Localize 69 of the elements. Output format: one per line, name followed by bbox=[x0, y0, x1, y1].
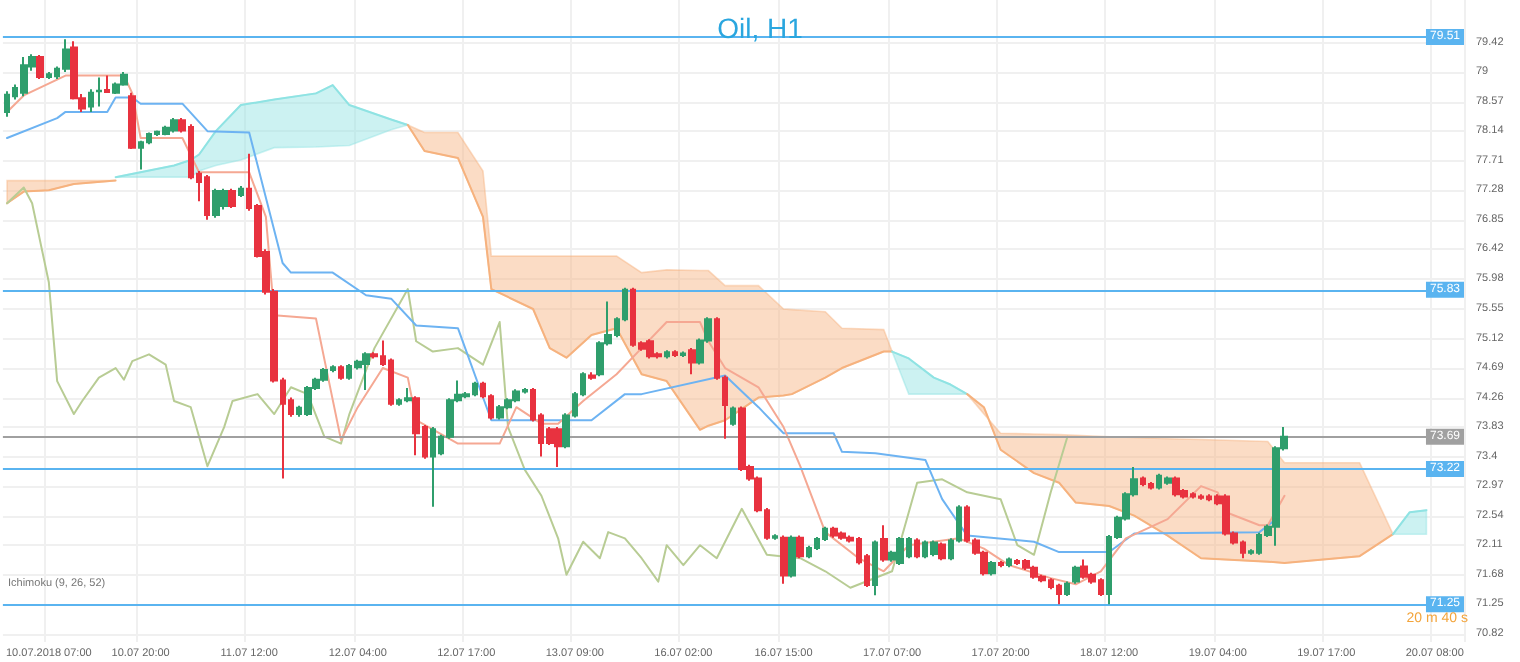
candlestick bbox=[1056, 582, 1062, 606]
chart-title: Oil, H1 bbox=[717, 12, 804, 44]
candlestick bbox=[430, 426, 436, 508]
candlestick bbox=[646, 338, 654, 360]
candlestick bbox=[1164, 475, 1172, 486]
candlestick bbox=[362, 351, 370, 392]
candlestick bbox=[1172, 475, 1180, 498]
candlestick bbox=[88, 88, 94, 113]
candlestick bbox=[412, 395, 420, 457]
candlestick bbox=[738, 405, 746, 473]
candlestick bbox=[138, 139, 144, 171]
candlestick bbox=[512, 388, 520, 404]
candlestick bbox=[830, 525, 838, 539]
candlestick bbox=[104, 74, 110, 94]
candlestick bbox=[96, 76, 102, 108]
candlestick bbox=[220, 187, 228, 211]
candlestick bbox=[664, 349, 670, 360]
candlestick bbox=[1038, 573, 1046, 584]
candlestick bbox=[404, 386, 412, 404]
candlestick bbox=[496, 404, 504, 421]
candlestick bbox=[1222, 493, 1230, 537]
candlestick bbox=[772, 533, 778, 541]
candlestick bbox=[788, 534, 796, 579]
candlestick bbox=[988, 559, 996, 577]
candlestick bbox=[36, 53, 44, 80]
candlestick bbox=[672, 349, 678, 359]
candlestick bbox=[998, 559, 1004, 569]
candlestick bbox=[880, 524, 888, 563]
candlestick bbox=[688, 347, 696, 376]
candlestick bbox=[588, 371, 596, 381]
candlestick bbox=[46, 71, 52, 80]
candlestick bbox=[1006, 556, 1012, 569]
candlestick bbox=[680, 350, 686, 359]
candlestick bbox=[304, 384, 312, 418]
candlestick bbox=[730, 405, 736, 427]
candlestick bbox=[1030, 564, 1038, 580]
candlestick bbox=[806, 544, 812, 560]
candlestick bbox=[930, 539, 938, 558]
candlestick bbox=[320, 367, 328, 383]
candlestick bbox=[1022, 557, 1030, 571]
candlestick bbox=[822, 525, 828, 543]
candlestick bbox=[1140, 475, 1146, 488]
candlestick bbox=[780, 534, 788, 585]
candlestick bbox=[796, 534, 804, 560]
candlestick bbox=[554, 426, 562, 468]
candlestick bbox=[838, 530, 846, 541]
candlestick bbox=[1080, 558, 1088, 580]
candlestick bbox=[170, 117, 178, 134]
candlestick bbox=[162, 124, 170, 137]
candlestick bbox=[1072, 564, 1080, 585]
candlestick bbox=[1198, 493, 1204, 501]
line-series bbox=[6, 186, 1069, 589]
candlestick bbox=[1064, 580, 1070, 597]
candlestick bbox=[338, 364, 344, 381]
candlestick bbox=[914, 537, 920, 560]
candlestick bbox=[204, 174, 210, 221]
candlestick bbox=[128, 91, 136, 150]
candlestick bbox=[238, 185, 244, 199]
candlestick bbox=[212, 187, 220, 219]
candlestick bbox=[938, 541, 946, 562]
candlestick bbox=[4, 90, 10, 118]
candlestick bbox=[20, 55, 28, 98]
candlestick bbox=[872, 539, 878, 597]
candlestick bbox=[814, 535, 820, 551]
candlestick bbox=[62, 38, 70, 74]
candlestick bbox=[228, 187, 236, 210]
candlestick bbox=[896, 535, 904, 567]
candlestick bbox=[1148, 481, 1154, 491]
candlestick bbox=[120, 71, 128, 87]
